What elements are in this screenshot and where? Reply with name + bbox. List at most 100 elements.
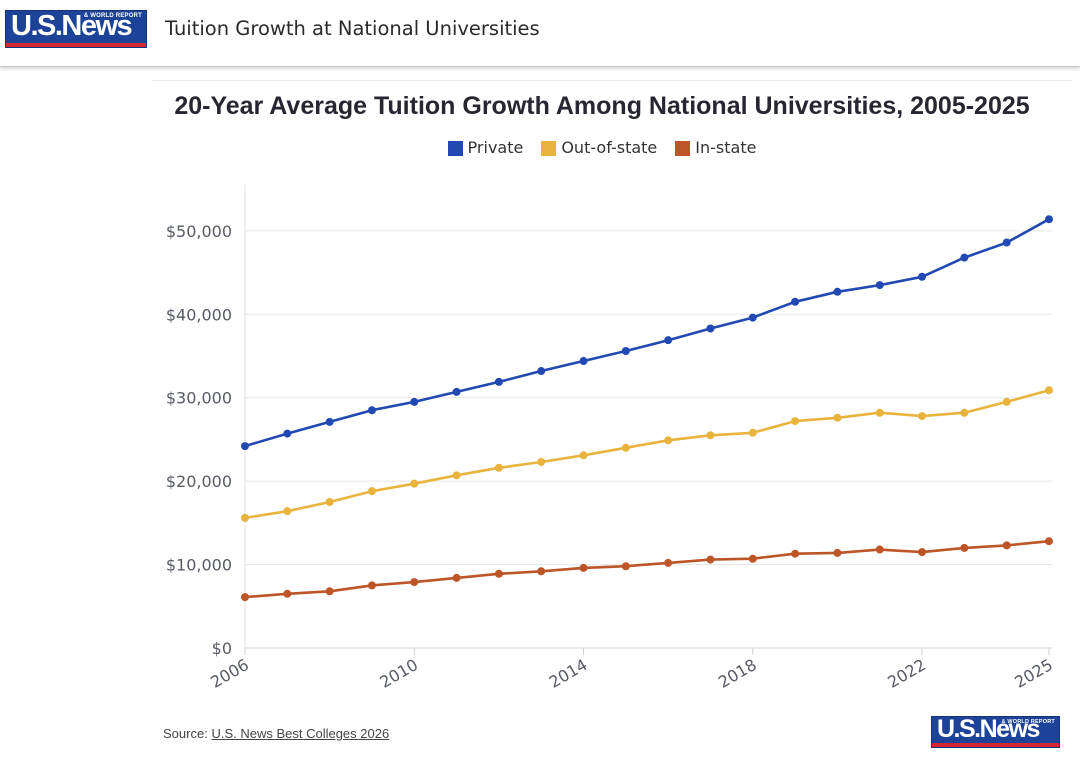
data-point-private[interactable] (494, 377, 503, 386)
x-tick-label: 2014 (546, 655, 591, 692)
data-point-out-of-state[interactable] (664, 436, 673, 445)
data-point-in-state[interactable] (452, 573, 461, 582)
source-label: Source: (163, 726, 208, 741)
source-note: Source: U.S. News Best Colleges 2026 (163, 726, 389, 742)
data-point-out-of-state[interactable] (1045, 386, 1053, 395)
logo-red-bar (932, 743, 1059, 747)
legend-item-private[interactable]: Private (447, 138, 524, 158)
y-tick-label: $40,000 (166, 305, 232, 324)
legend-label: Private (467, 138, 524, 157)
data-point-private[interactable] (537, 367, 546, 376)
y-tick-label: $0 (212, 639, 232, 658)
data-point-out-of-state[interactable] (833, 413, 842, 422)
data-point-private[interactable] (1045, 215, 1053, 224)
data-point-private[interactable] (410, 397, 419, 406)
data-point-private[interactable] (748, 313, 757, 322)
chart-legend: Private Out-of-state In-state (152, 138, 1052, 158)
data-point-in-state[interactable] (410, 578, 419, 587)
x-tick-label: 2022 (884, 655, 929, 692)
data-point-private[interactable] (664, 336, 673, 345)
usnews-logo-footer[interactable]: & WORLD REPORT U.S.News (931, 716, 1060, 748)
data-point-out-of-state[interactable] (367, 487, 376, 496)
divider (152, 80, 1072, 81)
data-point-private[interactable] (241, 442, 249, 451)
y-tick-label: $30,000 (166, 389, 232, 408)
data-point-private[interactable] (875, 281, 884, 290)
data-point-in-state[interactable] (833, 548, 842, 557)
data-point-out-of-state[interactable] (283, 507, 292, 516)
series-line-private (243, 217, 1051, 448)
series-in-state (241, 537, 1053, 602)
data-point-private[interactable] (960, 253, 969, 262)
data-point-in-state[interactable] (748, 554, 757, 563)
data-point-in-state[interactable] (960, 543, 969, 552)
data-point-in-state[interactable] (494, 569, 503, 578)
data-point-in-state[interactable] (621, 562, 630, 571)
data-point-private[interactable] (918, 272, 927, 281)
data-point-out-of-state[interactable] (325, 498, 334, 507)
logo-text: U.S.News (937, 716, 1040, 743)
data-point-out-of-state[interactable] (579, 451, 588, 460)
x-tick-label: 2006 (207, 655, 252, 692)
data-point-out-of-state[interactable] (452, 471, 461, 480)
y-tick-label: $50,000 (166, 222, 232, 241)
data-point-out-of-state[interactable] (241, 513, 249, 522)
data-point-private[interactable] (1002, 238, 1011, 247)
data-point-out-of-state[interactable] (918, 412, 927, 421)
data-point-in-state[interactable] (579, 563, 588, 572)
data-point-private[interactable] (283, 429, 292, 438)
data-point-in-state[interactable] (706, 555, 715, 564)
page-title: Tuition Growth at National Universities (165, 17, 540, 40)
legend-label: Out-of-state (561, 138, 658, 157)
data-point-private[interactable] (833, 287, 842, 296)
y-tick-label: $20,000 (166, 472, 232, 491)
source-link[interactable]: U.S. News Best Colleges 2026 (211, 726, 390, 741)
data-point-in-state[interactable] (325, 587, 334, 596)
logo-subtext: & WORLD REPORT (83, 13, 142, 19)
x-axis-labels: 2006 2010 2014 2018 2022 2025 (207, 648, 1056, 692)
legend-swatch (447, 140, 463, 156)
data-point-private[interactable] (579, 357, 588, 366)
data-point-private[interactable] (791, 297, 800, 306)
data-point-out-of-state[interactable] (494, 463, 503, 472)
data-point-in-state[interactable] (918, 548, 927, 557)
data-point-out-of-state[interactable] (621, 443, 630, 452)
data-point-private[interactable] (452, 387, 461, 396)
x-tick-label: 2018 (715, 655, 760, 692)
legend-label: In-state (695, 138, 757, 157)
data-point-in-state[interactable] (791, 549, 800, 558)
data-point-in-state[interactable] (367, 581, 376, 590)
data-point-out-of-state[interactable] (706, 431, 715, 440)
data-point-in-state[interactable] (664, 558, 673, 567)
data-point-private[interactable] (706, 324, 715, 333)
data-point-in-state[interactable] (1045, 537, 1053, 546)
legend-swatch (675, 140, 691, 156)
chart-title: 20-Year Average Tuition Growth Among Nat… (174, 92, 1030, 120)
legend-item-out-of-state[interactable]: Out-of-state (541, 138, 657, 158)
data-point-out-of-state[interactable] (791, 417, 800, 426)
data-point-out-of-state[interactable] (960, 408, 969, 417)
data-point-in-state[interactable] (537, 567, 546, 576)
data-point-private[interactable] (621, 347, 630, 356)
data-point-private[interactable] (367, 406, 376, 415)
data-point-out-of-state[interactable] (748, 428, 757, 437)
data-point-out-of-state[interactable] (875, 408, 884, 417)
data-point-out-of-state[interactable] (537, 457, 546, 466)
logo-red-bar (6, 43, 146, 47)
page-header: & WORLD REPORT U.S.News Tuition Growth a… (0, 0, 1080, 67)
logo-text: U.S.News (11, 10, 133, 42)
series-line-in-state (243, 539, 1051, 599)
data-point-in-state[interactable] (875, 545, 884, 554)
data-point-in-state[interactable] (283, 589, 292, 598)
legend-item-in-state[interactable]: In-state (675, 138, 756, 158)
usnews-logo[interactable]: & WORLD REPORT U.S.News (5, 10, 147, 48)
data-point-out-of-state[interactable] (1002, 397, 1011, 406)
data-point-in-state[interactable] (241, 593, 249, 602)
legend-swatch (541, 140, 557, 156)
data-point-out-of-state[interactable] (410, 479, 419, 488)
data-point-in-state[interactable] (1002, 541, 1011, 550)
data-point-private[interactable] (325, 417, 334, 426)
logo-subtext: & WORLD REPORT (1001, 719, 1055, 725)
series-out-of-state (241, 386, 1053, 522)
